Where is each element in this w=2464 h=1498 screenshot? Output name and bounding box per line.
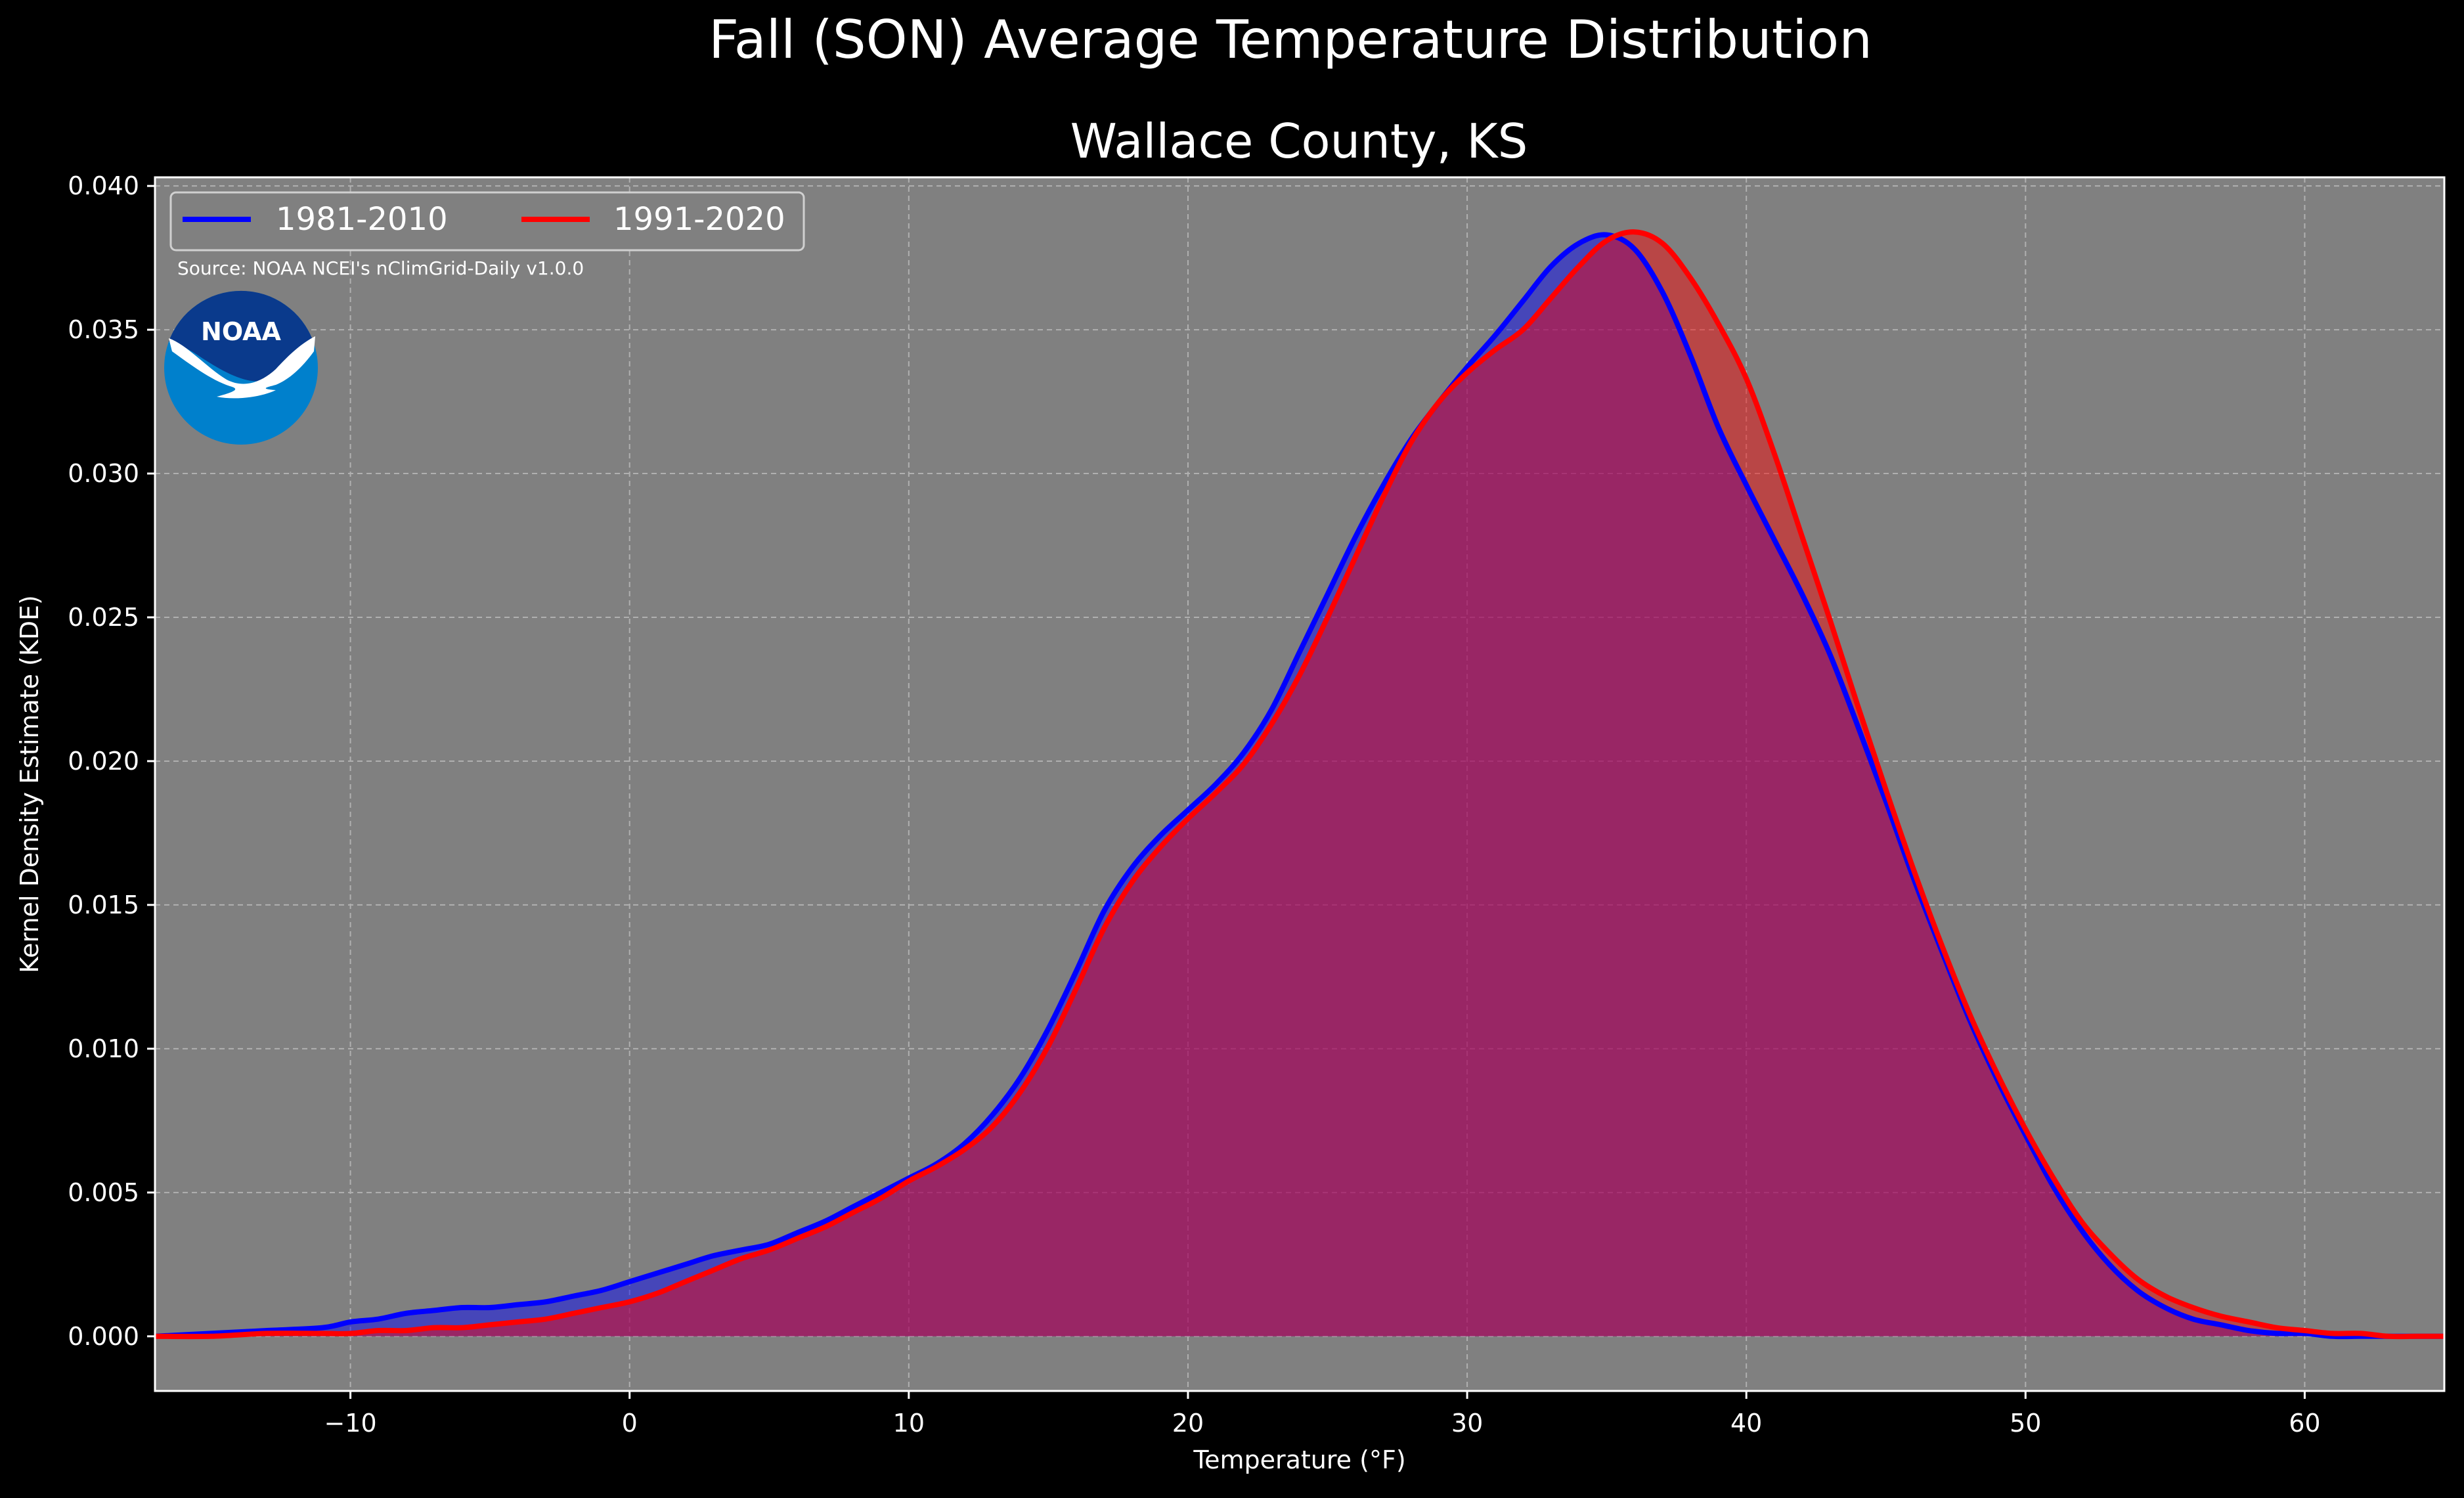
legend: 1981-2010 1991-2020 [169, 191, 805, 252]
x-tick-label: 40 [1730, 1409, 1762, 1438]
x-tick-label: −10 [324, 1409, 376, 1438]
y-tick-label: 0.020 [68, 747, 139, 776]
area-1991-2020 [155, 232, 2444, 1337]
x-tick-label: 50 [2010, 1409, 2041, 1438]
x-tick-label: 30 [1451, 1409, 1483, 1438]
x-tick-label: 60 [2289, 1409, 2320, 1438]
series-areas [155, 232, 2444, 1337]
y-tick-label: 0.005 [68, 1178, 139, 1207]
y-axis-label: Kernel Density Estimate (KDE) [15, 595, 44, 973]
legend-label-1981-2010: 1981-2010 [276, 201, 448, 238]
y-tick-label: 0.015 [68, 891, 139, 919]
y-tick-label: 0.025 [68, 603, 139, 632]
axis-ticks: −10 0 10 20 30 40 50 60 0.000 0.005 0.010 0.015 0.02… [68, 171, 2320, 1438]
y-tick-label: 0.030 [68, 459, 139, 488]
y-tick-label: 0.040 [68, 171, 139, 200]
x-tick-label: 20 [1172, 1409, 1204, 1438]
y-tick-label: 0.010 [68, 1034, 139, 1063]
y-tick-label: 0.035 [68, 315, 139, 344]
legend-label-1991-2020: 1991-2020 [613, 201, 785, 238]
x-axis-label: Temperature (°F) [1193, 1445, 1405, 1474]
y-tick-label: 0.000 [68, 1322, 139, 1351]
plot-frame [154, 176, 2446, 1392]
x-tick-label: 0 [622, 1409, 638, 1438]
legend-box [169, 191, 805, 252]
x-tick-label: 10 [893, 1409, 925, 1438]
chart-subtitle: Wallace County, KS [1070, 114, 1528, 169]
source-note: Source: NOAA NCEI's nClimGrid-Daily v1.0… [177, 257, 584, 279]
series-lines [155, 229, 2444, 1340]
area-1981-2010 [155, 234, 2444, 1337]
noaa-logo: NOAA [164, 290, 318, 445]
noaa-logo-text: NOAA [201, 317, 281, 346]
noaa-logo-gull-icon [169, 336, 315, 399]
noaa-logo-top [169, 290, 313, 382]
chart-title: Fall (SON) Average Temperature Distribut… [709, 9, 1872, 70]
line-1991-2020 [155, 229, 2444, 1340]
line-1981-2010 [155, 232, 2444, 1340]
